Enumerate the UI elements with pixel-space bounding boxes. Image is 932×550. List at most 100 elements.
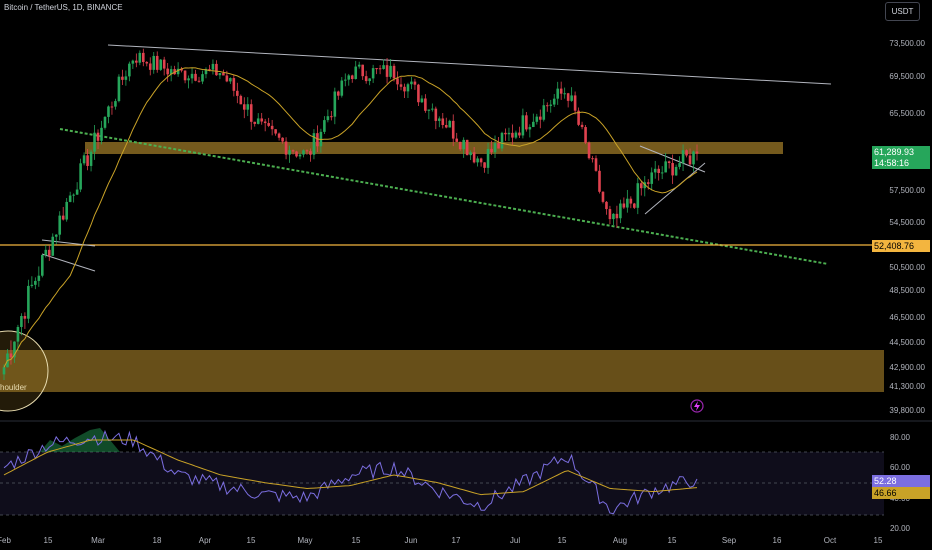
candle-body xyxy=(511,132,514,138)
time-tick-label: 17 xyxy=(452,536,461,545)
candle-body xyxy=(525,115,528,130)
rsi-tick-label: 60.00 xyxy=(890,463,911,472)
candle-body xyxy=(242,104,246,110)
price-tick-label: 57,500.00 xyxy=(889,186,925,195)
candle-body xyxy=(277,133,281,138)
candle-body xyxy=(357,64,361,67)
candle-body xyxy=(138,52,142,63)
candle-body xyxy=(86,155,89,166)
candle-body xyxy=(570,95,573,101)
candle-body xyxy=(110,106,114,108)
candle-body xyxy=(601,191,605,202)
candle-body xyxy=(274,129,277,134)
candle-body xyxy=(169,69,173,75)
candle-body xyxy=(545,105,549,107)
price-tick-label: 73,500.00 xyxy=(889,39,925,48)
price-axis[interactable]: 73,500.00 69,500.00 65,500.00 57,500.00 54,5… xyxy=(889,39,925,415)
candle-body xyxy=(16,326,20,342)
candle-body xyxy=(337,91,340,96)
time-tick-label: Aug xyxy=(613,536,627,545)
candle-body xyxy=(180,68,183,71)
candle-body xyxy=(542,105,546,120)
candle-body xyxy=(305,150,309,152)
candle-body xyxy=(629,198,633,204)
candle-body xyxy=(211,63,215,70)
candle-body xyxy=(215,63,218,76)
time-tick-label: Apr xyxy=(199,536,212,545)
candle-body xyxy=(674,166,678,176)
time-tick-label: 18 xyxy=(153,536,162,545)
candle-body xyxy=(431,108,434,110)
candle-body xyxy=(61,215,65,220)
candle-body xyxy=(566,93,570,101)
candle-body xyxy=(135,60,138,63)
demand-zone xyxy=(0,350,884,392)
currency-button[interactable]: USDT xyxy=(885,2,920,21)
candle-body xyxy=(465,139,469,156)
candle-body xyxy=(333,91,337,117)
candle-body xyxy=(75,189,79,195)
candle-body xyxy=(23,316,27,319)
candle-body xyxy=(239,95,243,105)
candle-body xyxy=(121,76,124,80)
moving-average-line xyxy=(3,67,698,368)
candle-body xyxy=(114,101,117,107)
price-tick-label: 65,500.00 xyxy=(889,109,925,118)
candle-body xyxy=(577,110,580,125)
last-price-tag: 61,289.93 xyxy=(872,146,930,158)
candle-body xyxy=(692,151,695,165)
time-tick-label: Sep xyxy=(722,536,737,545)
candle-body xyxy=(68,195,72,202)
support-price-tag: 52,408.76 xyxy=(872,240,930,252)
candle-body xyxy=(538,116,542,120)
candle-body xyxy=(504,132,507,135)
candle-body xyxy=(183,70,187,81)
candle-body xyxy=(236,90,239,96)
time-tick-label: 15 xyxy=(874,536,883,545)
candle-body xyxy=(688,155,692,165)
candle-body xyxy=(594,158,598,171)
candle-body xyxy=(249,104,253,122)
candle-body xyxy=(441,118,445,125)
candle-body xyxy=(427,109,431,111)
lightning-icon[interactable] xyxy=(690,399,704,413)
candle-body xyxy=(34,280,37,285)
candle-body xyxy=(493,143,497,153)
price-tick-label: 39,800.00 xyxy=(889,406,925,415)
candle-body xyxy=(451,120,455,139)
candle-body xyxy=(455,138,459,142)
time-axis[interactable]: Feb 15 Mar 18 Apr 15 May 15 Jun 17 Jul 15 Aug 15 Sep 16… xyxy=(0,536,883,545)
countdown-tag: 14:58:16 xyxy=(872,157,930,169)
candle-body xyxy=(330,116,333,118)
candle-body xyxy=(438,118,441,121)
candle-body xyxy=(448,120,452,128)
candle-body xyxy=(312,133,316,155)
upper-trendline xyxy=(107,44,832,85)
candle-body xyxy=(458,141,462,150)
candle-body xyxy=(291,150,295,152)
candle-body xyxy=(128,63,131,77)
time-tick-label: 15 xyxy=(352,536,361,545)
candle-body xyxy=(514,132,518,138)
flag-bottom-line xyxy=(41,253,96,272)
candle-body xyxy=(347,75,351,80)
time-tick-label: Jun xyxy=(405,536,418,545)
time-tick-label: Feb xyxy=(0,536,11,545)
time-tick-label: Mar xyxy=(91,536,105,545)
candle-body xyxy=(396,78,399,85)
candle-body xyxy=(260,118,263,122)
rsi-line xyxy=(3,429,698,515)
candle-body xyxy=(681,150,685,164)
candle-body xyxy=(636,183,640,208)
candle-body xyxy=(424,98,427,111)
candle-body xyxy=(552,98,556,105)
candle-body xyxy=(664,161,667,173)
candle-body xyxy=(392,65,396,79)
candle-body xyxy=(166,68,169,75)
candle-body xyxy=(302,150,305,155)
candle-body xyxy=(532,121,535,128)
candle-body xyxy=(187,78,190,81)
candle-body xyxy=(225,75,229,82)
candle-body xyxy=(382,65,385,69)
